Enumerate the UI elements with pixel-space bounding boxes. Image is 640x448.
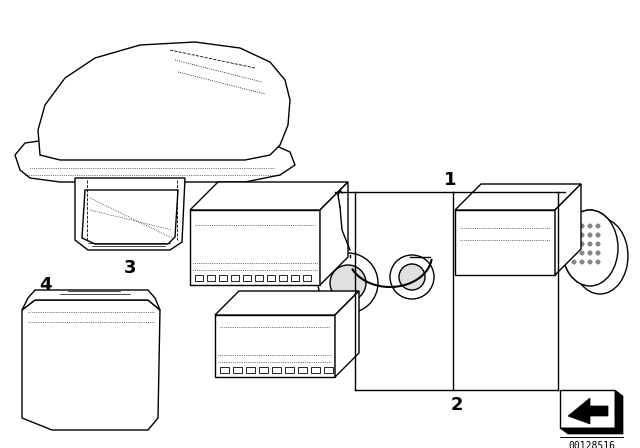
Polygon shape [285,367,294,373]
Circle shape [572,224,576,228]
Polygon shape [272,367,281,373]
Polygon shape [291,275,299,281]
Ellipse shape [562,210,618,286]
Polygon shape [246,367,255,373]
Polygon shape [267,275,275,281]
Circle shape [588,251,592,255]
Circle shape [399,264,425,290]
Circle shape [390,255,434,299]
Polygon shape [22,290,160,310]
Polygon shape [195,275,203,281]
Circle shape [580,233,584,237]
Text: 1: 1 [444,171,456,189]
Polygon shape [190,182,348,210]
Circle shape [330,265,366,301]
Polygon shape [15,138,295,182]
Circle shape [572,260,576,264]
Circle shape [588,233,592,237]
Circle shape [596,251,600,255]
Polygon shape [560,428,623,434]
Polygon shape [335,291,359,377]
Ellipse shape [562,210,618,286]
Polygon shape [311,367,320,373]
Polygon shape [279,275,287,281]
Circle shape [572,251,576,255]
Polygon shape [215,315,335,377]
Polygon shape [303,275,311,281]
Ellipse shape [572,218,628,294]
Circle shape [318,253,378,313]
Circle shape [596,260,600,264]
Polygon shape [324,367,333,373]
Polygon shape [219,275,227,281]
Circle shape [580,260,584,264]
Polygon shape [38,42,290,160]
Circle shape [580,251,584,255]
Circle shape [580,242,584,246]
Circle shape [588,242,592,246]
Polygon shape [207,275,215,281]
Text: 4: 4 [39,276,51,294]
Polygon shape [255,275,263,281]
Text: 3: 3 [124,259,136,277]
Polygon shape [555,184,581,275]
Polygon shape [320,182,348,285]
Circle shape [588,260,592,264]
Polygon shape [75,178,185,250]
Circle shape [580,224,584,228]
Polygon shape [560,390,615,428]
Polygon shape [82,190,178,244]
Circle shape [596,224,600,228]
Polygon shape [233,367,242,373]
Text: 2: 2 [451,396,463,414]
Polygon shape [455,184,581,210]
Circle shape [596,242,600,246]
Circle shape [588,224,592,228]
Polygon shape [220,367,229,373]
Circle shape [572,233,576,237]
Text: 00128516: 00128516 [568,441,615,448]
Circle shape [596,233,600,237]
Polygon shape [22,300,160,430]
Polygon shape [231,275,239,281]
Circle shape [572,242,576,246]
Polygon shape [190,210,320,285]
Polygon shape [568,398,608,424]
Polygon shape [455,210,555,275]
Polygon shape [259,367,268,373]
Polygon shape [615,390,623,434]
Polygon shape [243,275,251,281]
Polygon shape [215,291,359,315]
Polygon shape [298,367,307,373]
